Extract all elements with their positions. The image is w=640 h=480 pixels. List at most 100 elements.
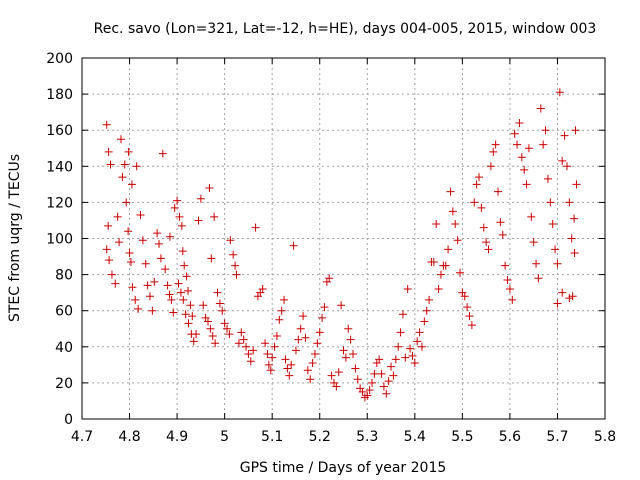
- data-point: [494, 187, 503, 196]
- data-point: [410, 359, 419, 368]
- data-point: [275, 315, 284, 324]
- data-point: [422, 306, 431, 315]
- data-point: [213, 288, 222, 297]
- data-point: [339, 346, 348, 355]
- data-point: [401, 353, 410, 362]
- data-point: [548, 220, 557, 229]
- data-point: [553, 299, 562, 308]
- data-point: [444, 245, 453, 254]
- data-point: [113, 212, 122, 221]
- axis-ticks: 4.7 4.8 4.9 5 5.1 5.2 5.3 5.4 5.5 5.6 5.7 5.8 0 20 40 6…: [46, 51, 616, 445]
- data-point: [229, 250, 238, 259]
- data-point: [455, 268, 464, 277]
- data-point: [441, 261, 450, 270]
- data-point: [536, 104, 545, 113]
- data-point: [294, 335, 303, 344]
- data-point: [349, 350, 358, 359]
- data-point: [560, 131, 569, 140]
- data-point: [263, 350, 272, 359]
- data-point: [176, 288, 185, 297]
- data-point: [572, 180, 581, 189]
- data-point: [406, 344, 415, 353]
- x-tick-label: 5.7: [546, 429, 568, 445]
- data-point: [131, 295, 140, 304]
- data-point: [470, 198, 479, 207]
- data-point: [346, 335, 355, 344]
- y-tick-label: 180: [46, 87, 73, 103]
- data-point: [115, 238, 124, 247]
- x-tick-label: 5.2: [309, 429, 331, 445]
- y-tick-label: 20: [55, 376, 73, 392]
- data-point: [413, 337, 422, 346]
- data-point: [124, 227, 133, 236]
- data-point: [391, 355, 400, 364]
- data-point: [337, 301, 346, 310]
- data-point: [148, 306, 157, 315]
- y-tick-label: 200: [46, 51, 73, 67]
- data-point: [231, 261, 240, 270]
- data-point: [451, 220, 460, 229]
- data-point: [558, 288, 567, 297]
- data-point: [104, 221, 113, 230]
- data-point: [234, 339, 243, 348]
- data-point: [486, 162, 495, 171]
- data-point: [420, 317, 429, 326]
- data-point: [368, 378, 377, 387]
- data-point: [303, 366, 312, 375]
- data-point: [145, 292, 154, 301]
- data-point: [429, 257, 438, 266]
- data-point: [211, 339, 220, 348]
- data-point: [124, 147, 133, 156]
- data-point: [529, 238, 538, 247]
- x-tick-label: 5: [220, 429, 229, 445]
- data-point: [475, 173, 484, 182]
- data-point: [325, 274, 334, 283]
- data-point: [375, 355, 384, 364]
- x-tick-label: 5.3: [356, 429, 378, 445]
- data-point: [128, 283, 137, 292]
- x-tick-label: 5.5: [451, 429, 473, 445]
- data-point: [534, 274, 543, 283]
- data-point: [138, 236, 147, 245]
- x-tick-label: 5.6: [499, 429, 521, 445]
- data-point: [551, 245, 560, 254]
- data-point: [179, 295, 188, 304]
- data-point: [344, 324, 353, 333]
- data-point: [283, 364, 292, 373]
- data-point: [225, 330, 234, 339]
- data-point: [291, 346, 300, 355]
- data-point: [207, 254, 216, 263]
- data-point: [334, 368, 343, 377]
- data-point: [122, 198, 131, 207]
- data-point: [106, 160, 115, 169]
- data-point: [277, 306, 286, 315]
- data-point: [520, 165, 529, 174]
- data-point: [396, 328, 405, 337]
- data-point: [246, 357, 255, 366]
- data-point: [479, 223, 488, 232]
- data-point: [280, 295, 289, 304]
- data-point: [515, 118, 524, 127]
- data-point: [215, 299, 224, 308]
- data-point: [155, 239, 164, 248]
- x-tick-label: 4.8: [118, 429, 140, 445]
- data-point: [258, 285, 267, 294]
- y-tick-label: 120: [46, 195, 73, 211]
- data-point: [218, 306, 227, 315]
- data-point: [565, 294, 574, 303]
- data-point: [203, 317, 212, 326]
- data-point: [546, 198, 555, 207]
- data-point: [320, 303, 329, 312]
- data-point: [165, 232, 174, 241]
- data-point: [501, 261, 510, 270]
- data-point: [498, 230, 507, 239]
- data-point: [220, 319, 229, 328]
- data-point: [161, 265, 170, 274]
- y-tick-label: 140: [46, 159, 73, 175]
- data-point: [192, 330, 201, 339]
- data-point: [370, 369, 379, 378]
- data-point: [285, 371, 294, 380]
- data-point: [403, 285, 412, 294]
